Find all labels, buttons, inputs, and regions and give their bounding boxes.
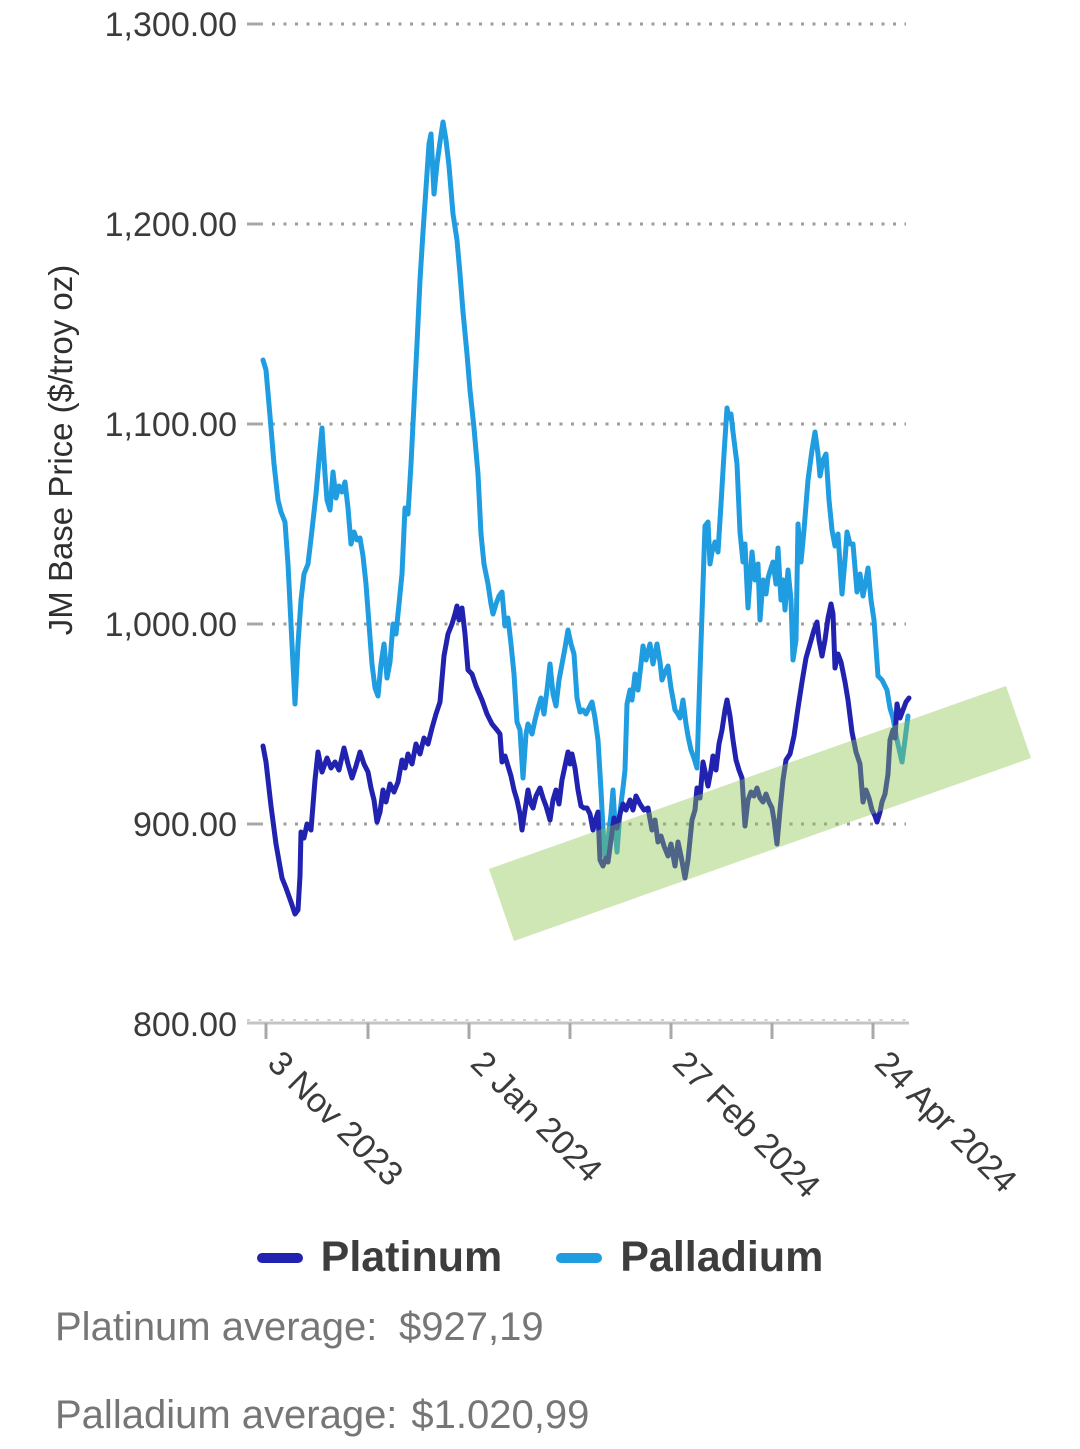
legend-label-platinum: Platinum bbox=[320, 1233, 503, 1281]
palladium-average-value: $1.020,99 bbox=[411, 1393, 590, 1437]
averages-block: Platinum average: $927,19 Palladium aver… bbox=[55, 1305, 589, 1449]
x-tick-label: 24 Apr 2024 bbox=[867, 1044, 1024, 1201]
platinum-line-swatch-icon bbox=[256, 1252, 303, 1263]
y-axis-title: JM Base Price ($/troy oz) bbox=[42, 265, 79, 635]
y-tick-label-1300: 1,300.00 bbox=[105, 6, 237, 44]
legend-item-palladium: Palladium bbox=[556, 1233, 823, 1282]
legend-item-platinum: Platinum bbox=[256, 1233, 503, 1282]
line-chart: 1,300.00 1,200.00 1,100.00 1,000.00 900.00 80… bbox=[42, 6, 1031, 1206]
y-tick-label-1000: 1,000.00 bbox=[105, 606, 237, 644]
platinum-average-label: Platinum average: bbox=[55, 1305, 378, 1349]
chart-legend: Platinum Palladium bbox=[0, 1233, 1080, 1282]
y-tick-label-900: 900.00 bbox=[133, 806, 237, 844]
series-line-platinum bbox=[260, 601, 912, 917]
palladium-average-row: Palladium average: $1.020,99 bbox=[55, 1393, 589, 1438]
series-line-palladium bbox=[260, 119, 911, 859]
y-tick-label-1100: 1,100.00 bbox=[105, 406, 237, 444]
x-tick-label: 27 Feb 2024 bbox=[665, 1044, 827, 1206]
y-tick-label-800: 800.00 bbox=[133, 1006, 237, 1044]
platinum-average-row: Platinum average: $927,19 bbox=[55, 1305, 589, 1350]
trend-highlight-band bbox=[489, 686, 1031, 941]
y-tick-label-1200: 1,200.00 bbox=[105, 206, 237, 244]
palladium-line-swatch-icon bbox=[556, 1252, 603, 1263]
x-tick-label: 3 Nov 2023 bbox=[260, 1044, 410, 1194]
legend-label-palladium: Palladium bbox=[620, 1233, 824, 1281]
palladium-average-label: Palladium average: bbox=[55, 1393, 398, 1437]
x-tick-label: 2 Jan 2024 bbox=[463, 1044, 609, 1190]
platinum-average-value: $927,19 bbox=[399, 1305, 544, 1349]
